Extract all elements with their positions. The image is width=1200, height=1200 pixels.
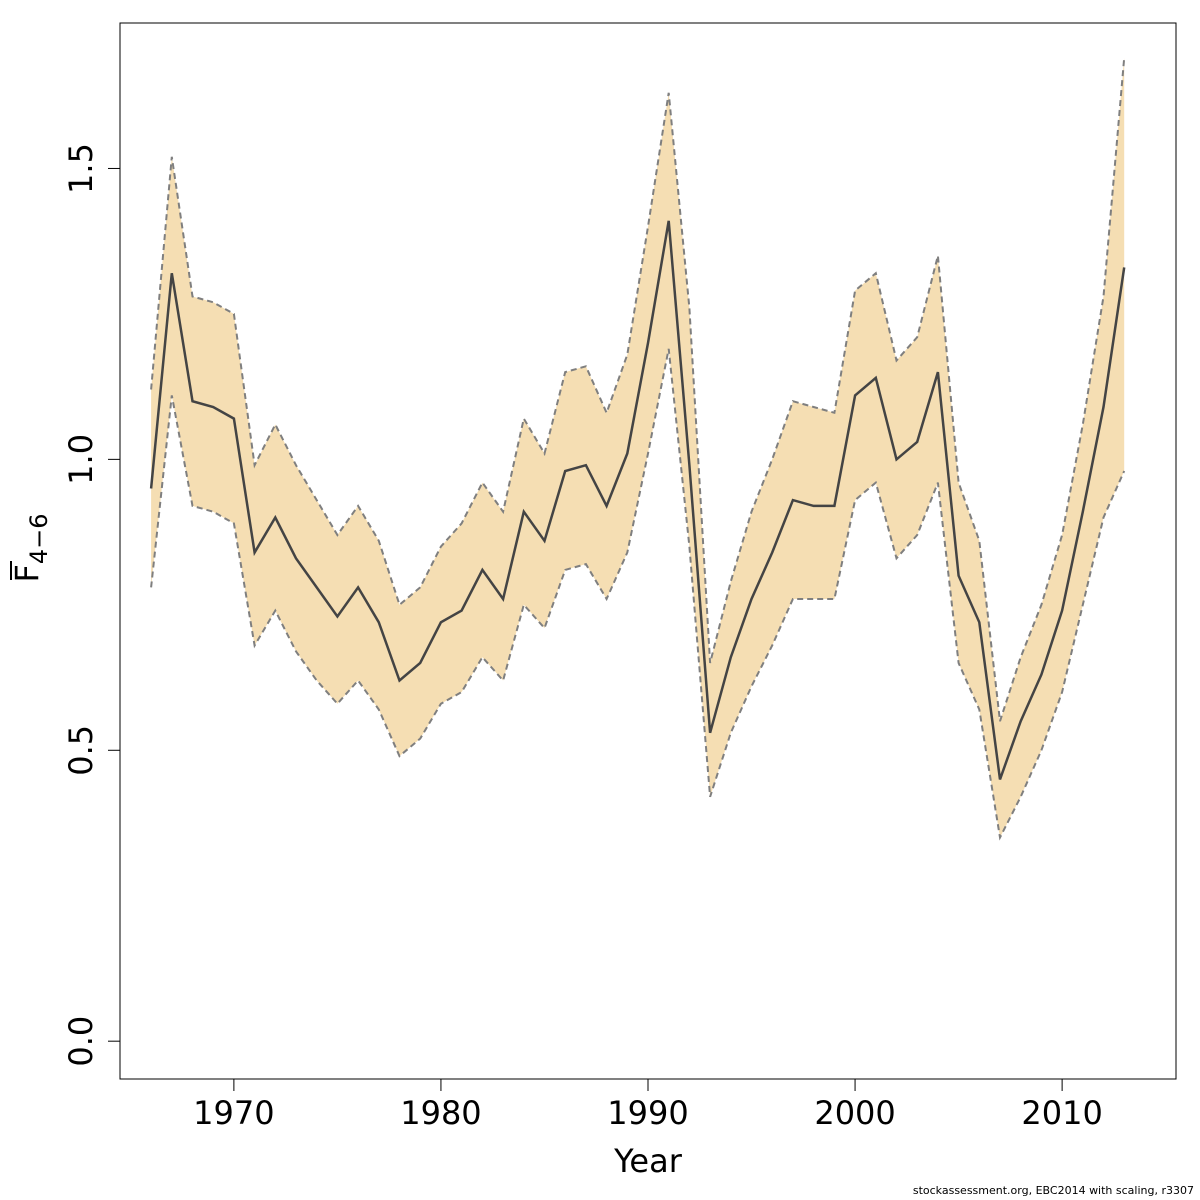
footer-credit: stockassessment.org, EBC2014 with scalin… — [912, 1184, 1194, 1197]
upper-bound-line — [150, 57, 1126, 722]
y-axis-title-main: F — [8, 564, 46, 582]
x-tick-label: 2010 — [1021, 1094, 1102, 1132]
y-tick-label: 1.5 — [62, 143, 100, 194]
svg-text:F4−6: F4−6 — [8, 513, 53, 582]
y-tick-label: 0.5 — [62, 725, 100, 776]
lower-bound-line — [150, 348, 1126, 841]
x-tick-label: 2000 — [814, 1094, 895, 1132]
y-axis-title-subscript: 4−6 — [25, 513, 53, 564]
x-axis-title: Year — [613, 1142, 683, 1180]
x-axis: 1970 1980 1990 2000 2010 — [193, 1078, 1103, 1132]
plot-area — [149, 57, 1126, 841]
x-tick-label: 1970 — [193, 1094, 274, 1132]
x-tick-label: 1990 — [607, 1094, 688, 1132]
confidence-band — [151, 57, 1125, 838]
y-tick-label: 0.0 — [62, 1016, 100, 1067]
estimate-line — [149, 220, 1126, 780]
y-tick-label: 1.0 — [62, 434, 100, 485]
y-axis-title: F4−6 — [8, 513, 53, 582]
x-tick-label: 1980 — [400, 1094, 481, 1132]
y-axis: 0.0 0.5 1.0 1.5 — [62, 143, 121, 1067]
